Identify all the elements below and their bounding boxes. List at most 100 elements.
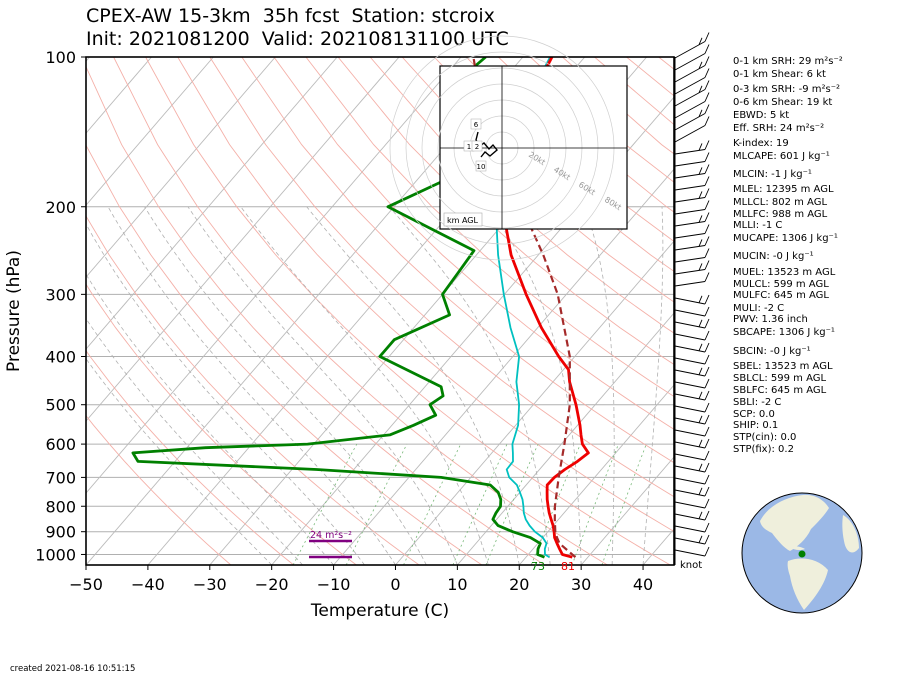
hodograph-height-box	[470, 118, 482, 130]
barb-flag	[704, 140, 710, 150]
y-tick-label: 300	[45, 285, 76, 304]
barb-flag	[704, 248, 710, 258]
wind-barb	[674, 200, 710, 215]
barb-shaft	[674, 41, 706, 59]
barb-flag	[704, 272, 710, 282]
wind-barb	[674, 498, 710, 509]
barb-shaft	[674, 65, 706, 83]
barb-flag	[704, 80, 710, 90]
barb-flag	[704, 426, 710, 437]
barb-shaft	[674, 297, 706, 305]
barb-shaft	[674, 53, 706, 71]
index-item: 0-3 km SRH: -9 m²s⁻²	[733, 84, 840, 95]
barb-half-flag	[698, 61, 703, 69]
barb-flag	[704, 546, 710, 557]
barb-shaft	[674, 453, 706, 461]
hodograph-height-label: 10	[477, 163, 486, 171]
barb-flag	[704, 390, 710, 401]
barb-flag	[704, 164, 710, 174]
dry-adiabat	[86, 414, 232, 565]
x-tick-label: 20	[509, 575, 529, 594]
wind-barb	[674, 330, 710, 341]
x-axis-label: Temperature (C)	[310, 601, 449, 621]
dry-adiabat	[337, 57, 674, 366]
index-item: 0-1 km SRH: 29 m²s⁻²	[733, 56, 843, 67]
barb-half-flag	[698, 143, 703, 151]
index-item: MULFC: 645 m AGL	[733, 290, 829, 301]
barb-shaft	[674, 321, 706, 329]
wind-barb	[674, 140, 710, 155]
mixing-ratio-line	[485, 443, 539, 565]
index-item: PWV: 1.36 inch	[733, 314, 808, 325]
barb-flag	[704, 306, 710, 317]
moist-adiabat	[584, 206, 615, 565]
isotherm	[518, 384, 674, 565]
wetbulb-profile	[494, 57, 551, 558]
barb-flag	[704, 366, 710, 377]
isotherm	[86, 57, 276, 278]
barb-shaft	[674, 465, 706, 473]
mixing-ratio-line	[571, 443, 619, 565]
chart-title-line2: Init: 2021081200 Valid: 202108131100 UTC	[86, 28, 509, 50]
isotherm	[86, 57, 400, 422]
wind-barb	[674, 522, 710, 533]
mixing-ratio-line	[292, 443, 358, 565]
barb-shaft	[674, 405, 706, 413]
hodograph-legend-text: km AGL	[447, 216, 479, 225]
wind-barb	[674, 438, 710, 449]
wind-barb	[674, 104, 710, 131]
wind-barbs	[674, 32, 710, 565]
barb-shaft	[674, 429, 706, 437]
barb-flag	[704, 354, 710, 365]
barb-shaft	[674, 101, 706, 119]
barb-shaft	[674, 345, 706, 353]
barb-half-flag	[698, 487, 703, 495]
wind-barb	[674, 212, 710, 227]
barb-half-flag	[698, 391, 703, 399]
barb-flag	[704, 200, 710, 210]
wind-barb	[674, 176, 710, 191]
moist-adiabat	[642, 206, 664, 565]
barb-flag	[704, 212, 710, 222]
barb-shaft	[674, 393, 706, 401]
barb-flag	[704, 522, 710, 533]
barb-flag	[704, 68, 710, 78]
dry-adiabat	[819, 57, 906, 565]
wind-barb	[674, 116, 710, 143]
isotherm	[271, 96, 674, 565]
barb-half-flag	[698, 37, 703, 45]
wind-barb	[674, 224, 710, 239]
wind-barb	[674, 510, 710, 521]
y-tick-label: 500	[45, 396, 76, 415]
barb-flag	[704, 56, 710, 66]
dry-adiabat	[177, 57, 674, 533]
index-item: STP(fix): 0.2	[733, 444, 794, 455]
barb-shaft	[674, 537, 706, 545]
moist-adiabat	[86, 273, 334, 565]
plot-frame	[85, 56, 675, 566]
barb-half-flag	[698, 463, 703, 471]
barb-flag	[704, 104, 710, 114]
barb-shaft	[674, 197, 706, 203]
barb-shaft	[674, 357, 706, 365]
barb-flag	[704, 330, 710, 341]
index-item: MUEL: 13523 m AGL	[733, 267, 836, 278]
barb-shaft	[674, 281, 706, 287]
barb-flag	[704, 378, 710, 389]
y-tick-label: 900	[45, 523, 76, 542]
barb-flag	[704, 116, 710, 126]
barb-half-flag	[698, 215, 703, 223]
barb-half-flag	[698, 239, 703, 247]
barb-flag	[704, 414, 710, 425]
barb-flag	[704, 450, 710, 461]
isotherm	[86, 57, 338, 350]
dry-adiabat	[86, 283, 357, 565]
dry-adiabat	[305, 57, 674, 398]
barb-shaft	[674, 333, 706, 341]
moist-adiabat	[240, 206, 489, 565]
barb-flag	[704, 474, 710, 485]
mixing-ratio-line	[403, 443, 462, 565]
barb-shaft	[674, 89, 706, 107]
barb-flag	[704, 176, 710, 186]
barb-half-flag	[698, 85, 703, 93]
